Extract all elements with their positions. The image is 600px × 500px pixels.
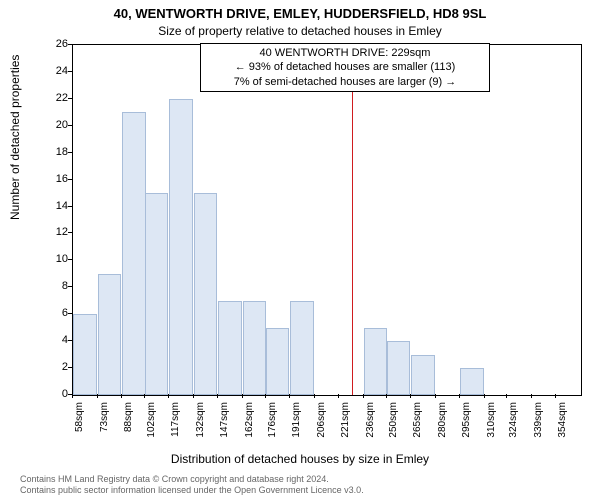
- reference-vline: [352, 45, 353, 395]
- x-tick-label: 310sqm: [486, 402, 497, 438]
- footer-attribution: Contains HM Land Registry data © Crown c…: [20, 474, 364, 496]
- y-tick-label: 18: [56, 146, 68, 158]
- y-tick-label: 24: [56, 65, 68, 77]
- histogram-bar: [364, 328, 388, 395]
- histogram-bar: [194, 193, 218, 395]
- histogram-bar: [290, 301, 314, 395]
- histogram-bar: [98, 274, 122, 395]
- footer-line2: Contains public sector information licen…: [20, 485, 364, 496]
- histogram-bar: [243, 301, 267, 395]
- histogram-bar: [387, 341, 411, 395]
- x-tick-label: 88sqm: [123, 402, 134, 432]
- x-tick-label: 162sqm: [244, 402, 255, 438]
- x-tick-label: 58sqm: [74, 402, 85, 432]
- x-tick-label: 324sqm: [508, 402, 519, 438]
- y-tick-label: 16: [56, 173, 68, 185]
- histogram-bar: [145, 193, 169, 395]
- histogram-bar: [460, 368, 484, 395]
- footer-line1: Contains HM Land Registry data © Crown c…: [20, 474, 364, 485]
- x-tick-label: 132sqm: [195, 402, 206, 438]
- histogram-bar: [411, 355, 435, 395]
- y-axis-label: Number of detached properties: [8, 55, 22, 220]
- chart-title-line1: 40, WENTWORTH DRIVE, EMLEY, HUDDERSFIELD…: [0, 6, 600, 21]
- x-tick-label: 147sqm: [219, 402, 230, 438]
- annotation-line3: 7% of semi-detached houses are larger (9…: [205, 75, 485, 89]
- y-tick-label: 14: [56, 200, 68, 212]
- x-tick-label: 280sqm: [437, 402, 448, 438]
- x-tick-label: 191sqm: [291, 402, 302, 438]
- x-tick-label: 102sqm: [146, 402, 157, 438]
- plot-area: [72, 44, 582, 396]
- chart-title-line2: Size of property relative to detached ho…: [0, 24, 600, 38]
- histogram-bar: [266, 328, 290, 395]
- x-tick-label: 73sqm: [99, 402, 110, 432]
- y-tick-label: 22: [56, 92, 68, 104]
- x-tick-label: 250sqm: [388, 402, 399, 438]
- x-tick-label: 236sqm: [365, 402, 376, 438]
- annotation-line2: ← 93% of detached houses are smaller (11…: [205, 60, 485, 74]
- x-tick-label: 117sqm: [170, 402, 181, 437]
- histogram-bar: [169, 99, 193, 395]
- x-tick-label: 265sqm: [412, 402, 423, 438]
- y-tick-label: 12: [56, 226, 68, 238]
- y-tick-label: 26: [56, 38, 68, 50]
- y-tick-label: 20: [56, 119, 68, 131]
- chart-container: 40, WENTWORTH DRIVE, EMLEY, HUDDERSFIELD…: [0, 0, 600, 500]
- annotation-line1: 40 WENTWORTH DRIVE: 229sqm: [205, 46, 485, 60]
- y-tick-label: 10: [56, 253, 68, 265]
- x-tick-label: 339sqm: [533, 402, 544, 438]
- x-tick-label: 295sqm: [461, 402, 472, 438]
- x-tick-label: 176sqm: [267, 402, 278, 438]
- x-axis-label: Distribution of detached houses by size …: [0, 452, 600, 466]
- annotation-box: 40 WENTWORTH DRIVE: 229sqm ← 93% of deta…: [200, 43, 490, 92]
- histogram-bar: [73, 314, 97, 395]
- x-tick-label: 354sqm: [557, 402, 568, 438]
- histogram-bar: [122, 112, 146, 395]
- x-tick-label: 206sqm: [316, 402, 327, 438]
- x-tick-label: 221sqm: [340, 402, 351, 438]
- histogram-bar: [218, 301, 242, 395]
